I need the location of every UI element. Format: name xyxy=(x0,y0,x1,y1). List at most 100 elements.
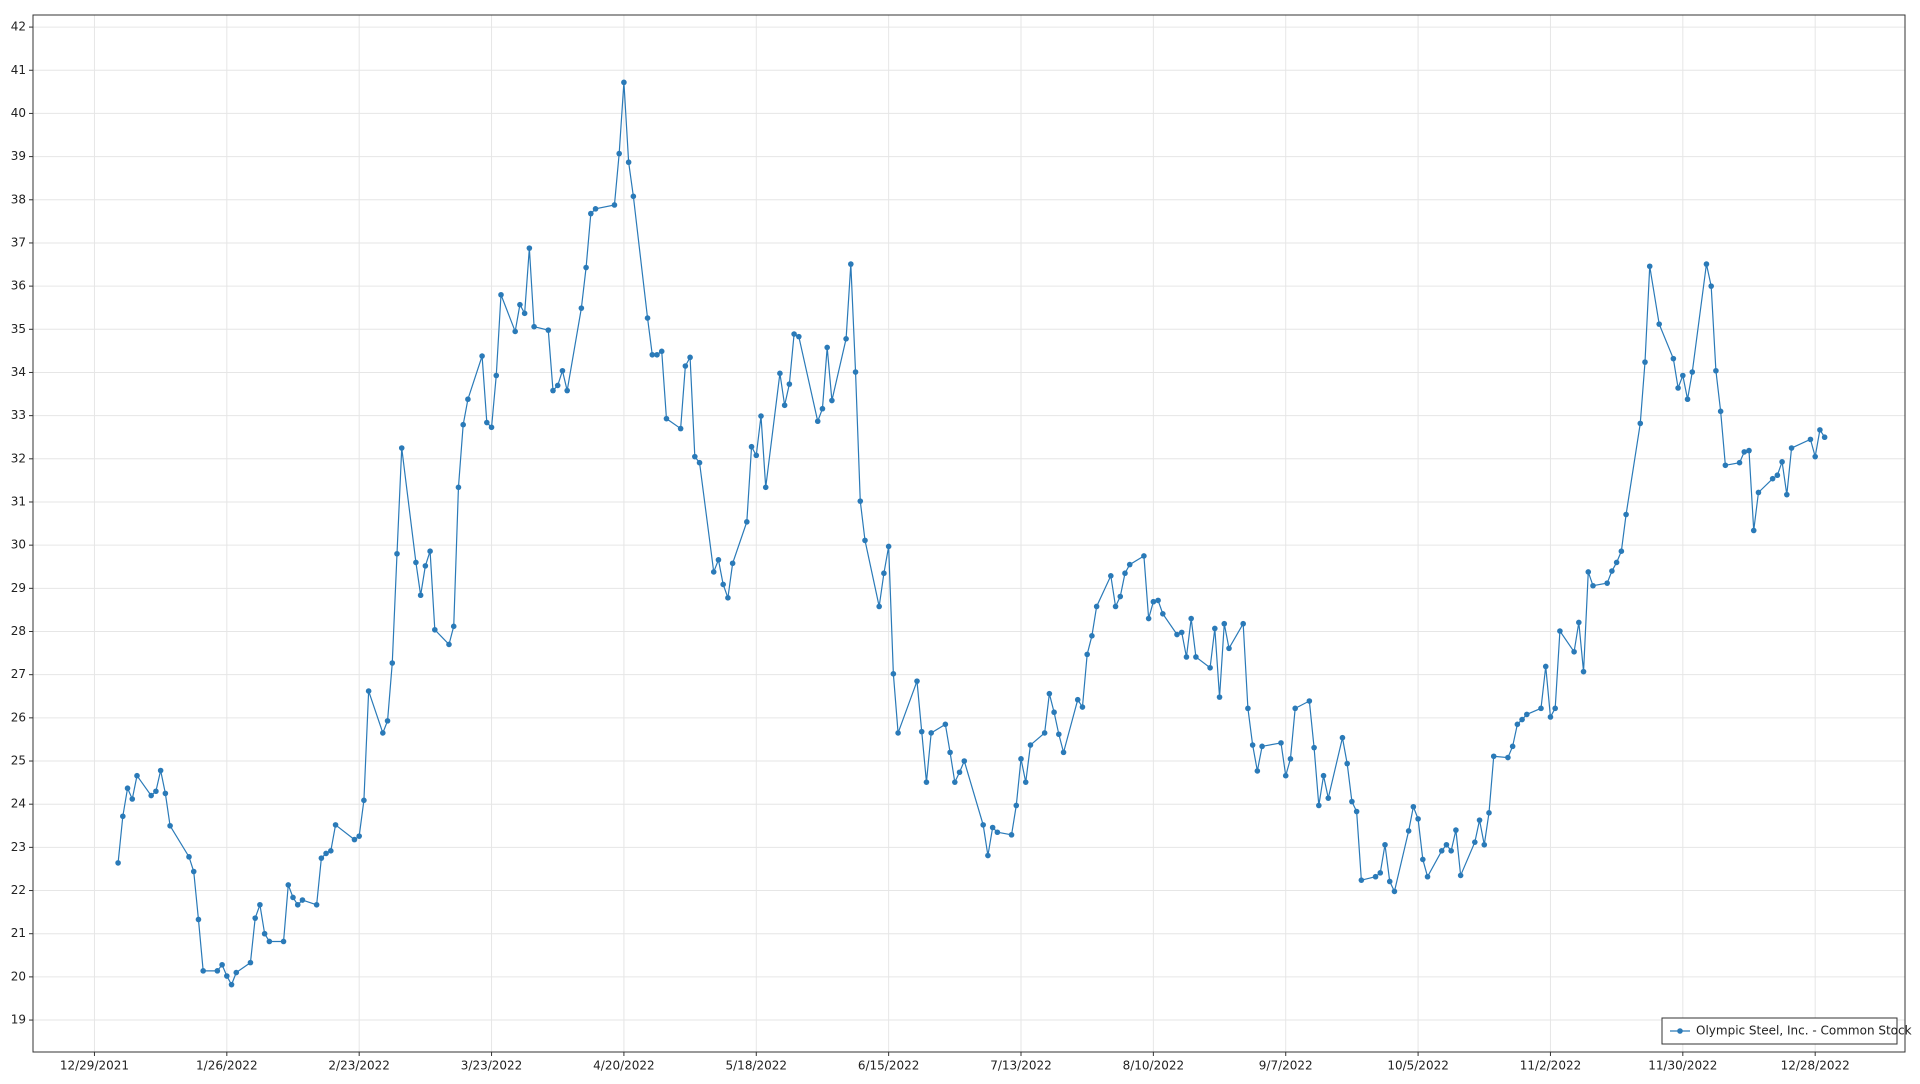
data-point xyxy=(266,938,273,945)
data-point xyxy=(1141,553,1147,559)
data-point xyxy=(1684,396,1691,403)
data-point xyxy=(526,245,533,251)
data-point xyxy=(299,897,306,903)
data-point xyxy=(280,938,287,945)
data-point xyxy=(1316,802,1322,809)
data-point xyxy=(1410,803,1417,810)
data-point xyxy=(1079,704,1086,710)
data-point xyxy=(1505,754,1511,761)
data-point xyxy=(427,548,433,555)
data-point xyxy=(687,354,693,361)
data-point xyxy=(630,193,637,200)
data-point xyxy=(214,968,221,974)
data-point xyxy=(1420,856,1426,863)
data-point xyxy=(1774,472,1781,479)
data-point xyxy=(1821,434,1828,441)
data-point xyxy=(621,79,627,86)
data-point xyxy=(1476,817,1483,823)
data-point xyxy=(857,498,864,504)
data-point xyxy=(1646,263,1653,270)
data-point xyxy=(696,459,703,466)
x-tick-label: 5/18/2022 xyxy=(726,1059,788,1073)
data-point xyxy=(484,419,490,426)
x-tick-label: 7/13/2022 xyxy=(990,1059,1052,1073)
data-point xyxy=(654,351,660,358)
data-point xyxy=(323,850,329,857)
legend-marker xyxy=(1677,1028,1683,1034)
x-tick-label: 6/15/2022 xyxy=(858,1059,920,1073)
data-point xyxy=(294,901,301,908)
x-tick-label: 8/10/2022 xyxy=(1123,1059,1185,1073)
data-point xyxy=(1377,870,1384,876)
data-point xyxy=(521,310,528,317)
data-point xyxy=(120,813,126,820)
data-point xyxy=(1212,625,1218,632)
data-point xyxy=(318,855,325,861)
y-tick-label: 37 xyxy=(11,235,26,249)
data-point xyxy=(1788,445,1795,451)
data-point xyxy=(432,626,438,633)
data-point xyxy=(1405,828,1412,834)
data-point xyxy=(1807,436,1814,443)
data-point xyxy=(1174,631,1180,638)
data-point xyxy=(1613,559,1620,566)
y-tick-label: 25 xyxy=(11,754,26,768)
data-point xyxy=(1183,654,1190,660)
data-point xyxy=(1249,742,1256,748)
data-point xyxy=(980,822,986,828)
data-point xyxy=(219,961,225,968)
data-point xyxy=(989,824,996,831)
data-point xyxy=(1817,427,1823,433)
data-point xyxy=(398,445,405,451)
data-point xyxy=(1490,753,1497,760)
data-point xyxy=(1008,832,1015,838)
data-point xyxy=(446,641,452,648)
data-point xyxy=(1292,705,1298,712)
data-point xyxy=(1670,355,1677,362)
y-tick-label: 32 xyxy=(11,451,26,465)
data-point xyxy=(1637,420,1644,427)
data-point xyxy=(1486,810,1492,816)
data-point xyxy=(1150,598,1157,605)
data-point xyxy=(1713,367,1719,374)
data-point xyxy=(190,868,197,875)
data-point xyxy=(384,718,391,724)
data-point xyxy=(1755,489,1762,496)
y-tick-label: 23 xyxy=(11,840,26,854)
data-point xyxy=(588,210,594,217)
x-tick-label: 4/20/2022 xyxy=(593,1059,655,1073)
data-point xyxy=(658,348,665,355)
data-point xyxy=(1093,603,1100,610)
data-point xyxy=(791,331,797,337)
data-point xyxy=(1254,768,1261,774)
data-point xyxy=(1278,740,1284,746)
y-tick-label: 39 xyxy=(11,149,26,163)
data-point xyxy=(157,767,164,774)
legend-label: Olympic Steel, Inc. - Common Stock xyxy=(1696,1024,1912,1038)
data-point xyxy=(228,981,235,988)
data-point xyxy=(1571,648,1577,655)
data-point xyxy=(1339,734,1346,741)
data-point xyxy=(1609,568,1615,574)
data-point xyxy=(351,836,358,843)
data-point xyxy=(252,915,258,921)
data-point xyxy=(1226,645,1232,652)
data-point xyxy=(1585,569,1592,575)
data-point xyxy=(233,969,240,976)
data-point xyxy=(195,916,202,923)
x-tick-label: 2/23/2022 xyxy=(328,1059,390,1073)
data-point xyxy=(1746,447,1752,454)
data-point xyxy=(394,550,400,557)
data-point xyxy=(455,484,462,491)
y-tick-label: 29 xyxy=(11,581,26,595)
data-point xyxy=(361,797,367,804)
data-point xyxy=(1457,872,1464,879)
y-tick-label: 41 xyxy=(11,63,26,77)
data-point xyxy=(848,261,854,267)
data-point xyxy=(592,206,599,212)
data-point xyxy=(744,519,750,525)
data-point xyxy=(332,822,339,828)
data-point xyxy=(1481,841,1488,848)
data-point xyxy=(1453,827,1459,833)
data-point xyxy=(413,559,419,566)
